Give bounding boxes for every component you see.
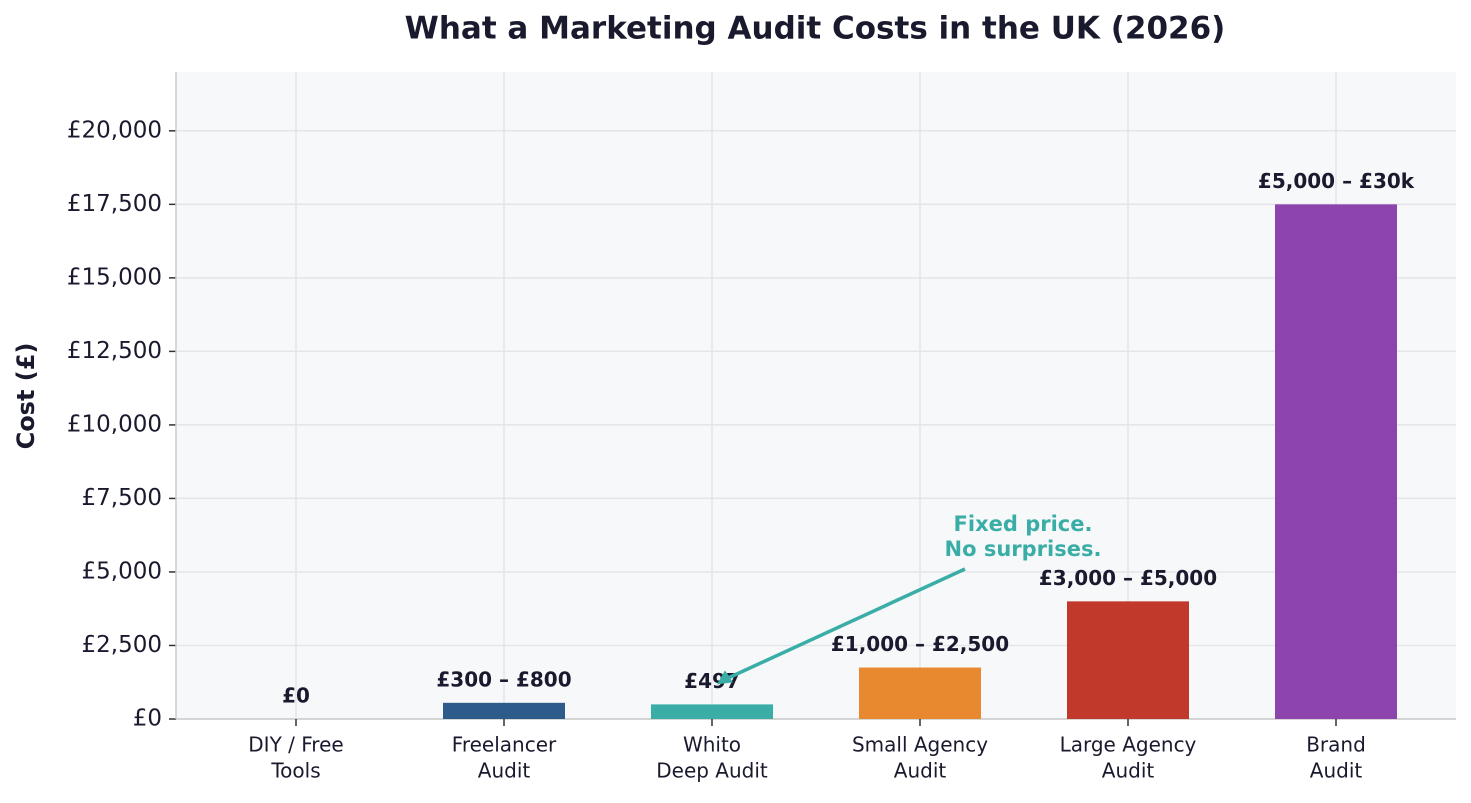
y-axis-label: Cost (£): [12, 343, 40, 450]
y-tick-label: £12,500: [67, 338, 162, 364]
x-tick-label: Brand: [1306, 733, 1366, 757]
y-tick-label: £17,500: [67, 191, 162, 217]
value-label: £0: [282, 684, 310, 708]
bar: [1067, 601, 1189, 719]
bar: [443, 702, 565, 719]
y-tick-label: £7,500: [82, 485, 162, 511]
value-label: £5,000 – £30k: [1258, 169, 1415, 193]
x-tick-label: Large Agency: [1060, 733, 1197, 757]
value-label: £300 – £800: [436, 667, 571, 691]
y-tick-label: £5,000: [82, 558, 162, 584]
x-tick-label: Deep Audit: [656, 759, 768, 783]
y-tick-label: £20,000: [67, 117, 162, 143]
annotation-arrowhead: [717, 670, 733, 685]
x-tick-label: Whito: [683, 733, 741, 757]
bar: [859, 667, 981, 719]
annotation-text: Fixed price.: [954, 512, 1093, 536]
bar: [1275, 204, 1397, 719]
value-label: £3,000 – £5,000: [1039, 566, 1217, 590]
x-tick-label: DIY / Free: [248, 733, 343, 757]
plot-area: [176, 72, 1456, 719]
annotation-text: No surprises.: [945, 537, 1102, 561]
y-tick-label: £0: [133, 706, 162, 732]
chart-title: What a Marketing Audit Costs in the UK (…: [405, 11, 1226, 47]
x-tick-label: Audit: [894, 759, 947, 783]
x-tick-label: Tools: [270, 759, 320, 783]
y-tick-label: £10,000: [67, 411, 162, 437]
x-tick-label: Audit: [478, 759, 531, 783]
value-label: £1,000 – £2,500: [831, 632, 1009, 656]
annotation-arrow: [722, 567, 966, 682]
x-tick-label: Audit: [1310, 759, 1363, 783]
y-tick-label: £2,500: [82, 632, 162, 658]
x-tick-label: Small Agency: [852, 733, 988, 757]
y-tick-label: £15,000: [67, 264, 162, 290]
x-tick-label: Freelancer: [452, 733, 557, 757]
bar: [651, 704, 773, 719]
x-tick-label: Audit: [1102, 759, 1155, 783]
